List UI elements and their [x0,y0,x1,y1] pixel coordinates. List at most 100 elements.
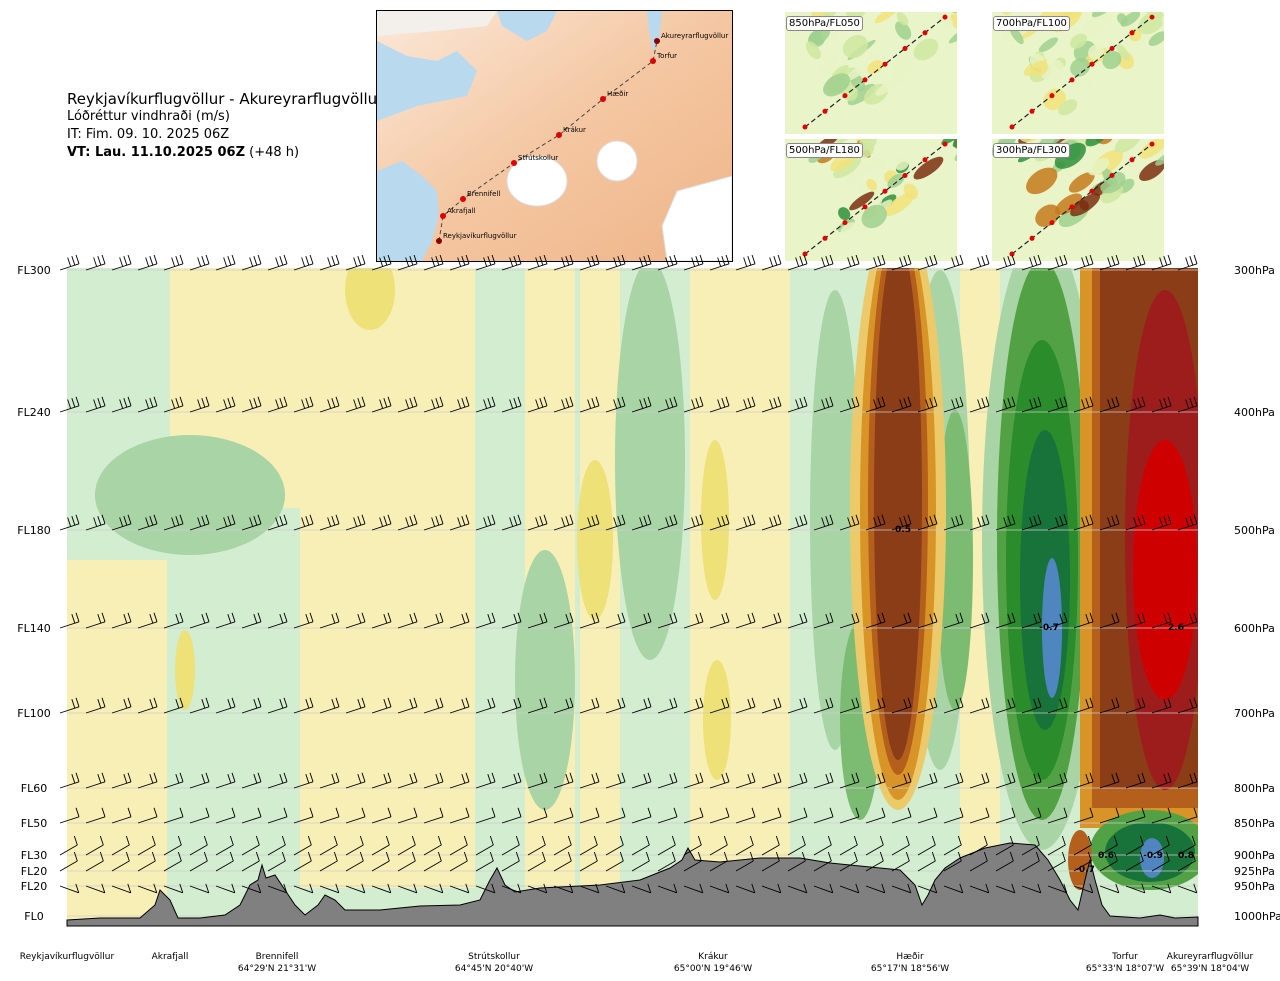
location-coord: 65°39'N 18°04'W [1170,964,1250,974]
wind-barb [85,772,106,789]
wind-barb [631,851,650,872]
wind-barb [345,396,366,413]
value-annotation: 2.6 [1168,623,1184,633]
wind-barb [995,396,1016,413]
wind-barb [761,883,782,894]
wind-barb [163,807,184,824]
wind-barb [371,835,390,856]
route-point-label: Torfur [656,52,677,60]
wind-barb [839,851,858,872]
wind-barb [917,396,938,413]
inset-300-label: 300hPa/FL300 [993,143,1070,158]
wind-barb [189,255,210,271]
inset-850-label: 850hPa/FL050 [786,16,863,31]
wind-barb [917,255,938,271]
location-label: Reykjavíkurflugvöllur [20,951,114,963]
wind-barb [163,851,182,872]
wind-barb [397,514,418,531]
route-point: Reykjavíkurflugvöllur [436,232,517,244]
wind-barb [59,807,80,824]
wind-barb [995,883,1016,894]
right-axis-label: 925hPa [1234,865,1275,878]
wind-barb [163,835,182,856]
wind-barb [1125,835,1144,856]
wind-barb [111,612,132,629]
wind-barb [397,255,418,271]
wind-barb [709,883,730,894]
wind-barb [735,697,756,714]
wind-barb [397,835,416,856]
wind-barb [995,514,1016,531]
wind-barb [657,807,678,824]
wind-barbs [59,255,1198,894]
wind-barb [917,883,938,894]
wind-barb [865,255,886,271]
location-name: Hæðir [896,952,924,962]
wind-barb [527,514,548,531]
wind-barb [215,807,236,824]
wind-barb [137,396,158,413]
wind-barb [319,255,340,271]
right-axis-label: 400hPa [1234,406,1275,419]
wind-barb [1125,807,1146,824]
langjokull [506,155,568,207]
wind-barb [1125,851,1144,872]
route-point: Hæðir [600,90,628,102]
wind-barb [683,514,704,531]
wind-barb [241,772,262,789]
left-axis-label: FL30 [21,849,47,862]
wind-barb [345,255,366,271]
wind-barb [345,851,364,872]
wind-barb [839,883,860,894]
wind-barb [1177,883,1198,894]
wind-barb [189,883,210,894]
wind-barb [761,807,782,824]
wind-barb [189,772,210,789]
wind-barb [969,772,990,789]
inset-500: 500hPa/FL180 [785,139,957,261]
wind-barb [1125,883,1146,894]
wind-barb [631,396,652,413]
wind-barb [761,396,782,413]
field-cell [701,440,729,600]
wind-barb [267,851,286,872]
wind-barb [969,697,990,714]
wind-barb [709,396,730,413]
wind-barb [865,396,886,413]
wind-barb [735,772,756,789]
wind-barb [85,255,106,271]
wind-barb [371,255,392,271]
wind-barb [943,255,964,271]
inset-300-svg [992,139,1164,261]
value-annotation: 0.8 [1178,851,1194,861]
wind-barb [319,514,340,531]
wind-barb [163,255,184,271]
hofsjokull [596,140,638,182]
wind-barb [1177,612,1198,629]
valid-time: VT: Lau. 11.10.2025 06Z (+48 h) [67,144,383,162]
wind-barb [371,883,392,894]
value-annotations: 0.5 -0.7 2.6 0.6 -0.9 0.8 -0.7 [895,525,1194,875]
wind-barb [1047,255,1068,271]
field-band [760,268,790,888]
wind-barb [137,255,158,271]
wind-barb [709,612,730,629]
wind-barb [267,612,288,629]
wind-barb [137,772,158,789]
wind-barb [943,612,964,629]
wind-barb [813,514,834,531]
wind-barb [1073,697,1094,714]
wind-barb [657,396,678,413]
wind-barb [527,612,548,629]
wind-barb [371,396,392,413]
location-label: Hæðir 65°17'N 18°56'W [871,951,949,975]
wind-barb [1021,697,1042,714]
wind-barb [553,514,574,531]
wind-barb [761,835,780,856]
wind-barb [345,612,366,629]
wind-barb [995,807,1016,824]
wind-barb [657,612,678,629]
wind-barb [1125,255,1146,271]
wind-barb [189,835,208,856]
wind-barb [1099,772,1120,789]
